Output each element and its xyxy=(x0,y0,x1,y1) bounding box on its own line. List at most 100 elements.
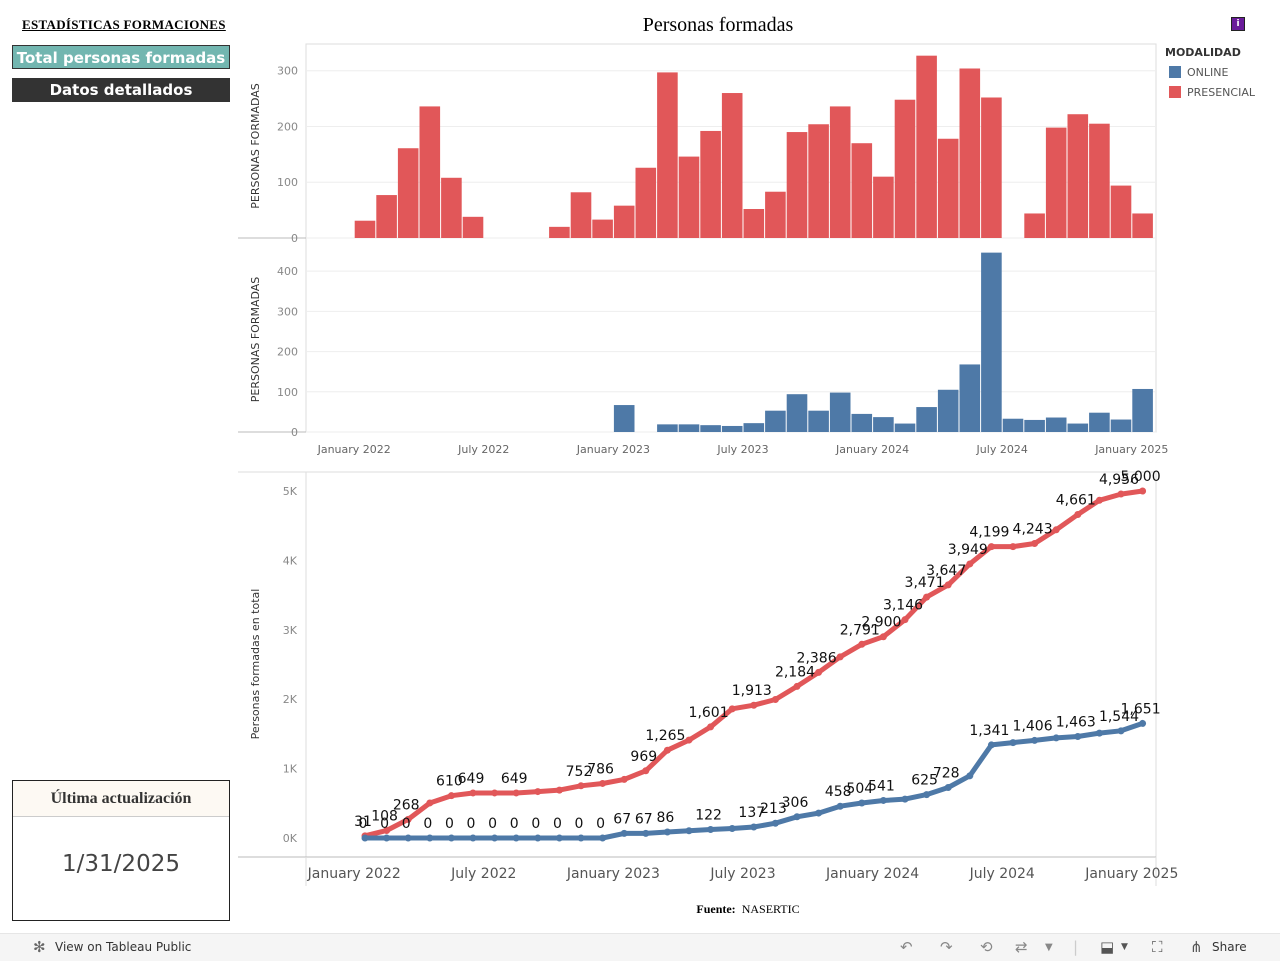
view-on-tableau-link[interactable]: View on Tableau Public xyxy=(55,940,192,954)
download-icon[interactable]: ⬓ xyxy=(1100,938,1115,956)
datos-detallados-button[interactable]: Datos detallados xyxy=(12,78,230,102)
online-data-label: 0 xyxy=(510,816,519,832)
line-ytick-label: 4K xyxy=(283,554,298,567)
presencial-bar xyxy=(873,176,894,238)
redo-icon[interactable]: ↷ xyxy=(940,938,953,956)
online-bar xyxy=(981,252,1002,432)
online-bar xyxy=(700,425,721,432)
presencial-bar xyxy=(1132,213,1153,238)
online-data-label: 137 xyxy=(738,805,765,821)
presencial-point xyxy=(577,782,585,790)
presencial-bar xyxy=(1067,114,1089,238)
online-data-label: 86 xyxy=(656,810,674,826)
presencial-point xyxy=(404,815,412,823)
online-data-label: 0 xyxy=(531,816,540,832)
presencial-bar xyxy=(635,167,657,238)
online-bar xyxy=(1110,419,1132,432)
online-point xyxy=(923,791,931,799)
total-personas-button[interactable]: Total personas formadas xyxy=(12,45,230,69)
online-bar xyxy=(1067,423,1089,432)
presencial-bar xyxy=(894,99,916,238)
presencial-bar xyxy=(592,219,613,238)
presencial-point xyxy=(426,799,434,807)
online-bar xyxy=(678,424,700,432)
refresh-dropdown-icon[interactable]: ▼ xyxy=(1045,942,1053,953)
bar-xtick-label: January 2022 xyxy=(317,443,391,456)
presencial-point xyxy=(836,653,844,661)
line-ytick-label: 0K xyxy=(283,832,298,845)
presencial-point xyxy=(987,543,995,551)
info-icon[interactable]: i xyxy=(1231,17,1245,31)
presencial-bar xyxy=(916,55,937,238)
online-point xyxy=(599,834,607,842)
presencial-data-label: 752 xyxy=(566,764,593,780)
presencial-point xyxy=(707,723,715,731)
presencial-ytick-label: 100 xyxy=(277,176,298,189)
online-point xyxy=(491,834,499,842)
presencial-bar xyxy=(419,106,441,238)
presencial-point xyxy=(555,786,563,794)
presencial-point xyxy=(793,682,801,690)
presencial-point xyxy=(879,633,887,641)
presencial-point xyxy=(642,767,650,775)
online-point xyxy=(966,772,974,780)
footer-divider: | xyxy=(1073,938,1079,956)
bar-xtick-label: July 2023 xyxy=(716,443,768,456)
online-bar xyxy=(959,364,981,432)
line-xtick-label: January 2024 xyxy=(825,866,919,882)
online-data-label: 1,463 xyxy=(1056,714,1096,730)
presencial-point xyxy=(901,616,909,624)
presencial-point xyxy=(599,779,607,787)
online-bar xyxy=(1024,419,1045,432)
online-point xyxy=(771,819,779,827)
presencial-bar xyxy=(397,148,419,238)
download-dropdown-icon[interactable]: ▼ xyxy=(1121,942,1128,952)
presencial-point xyxy=(469,789,477,797)
presencial-bar xyxy=(570,192,592,238)
chart-title: Personas formadas xyxy=(642,14,794,36)
presencial-bar xyxy=(937,138,959,238)
presencial-bar xyxy=(981,97,1002,238)
online-point xyxy=(879,796,887,804)
legend-item-presencial[interactable]: PRESENCIAL xyxy=(1169,86,1255,99)
presencial-data-label: 4,243 xyxy=(1013,522,1053,538)
presencial-bar xyxy=(1089,123,1110,238)
presencial-point xyxy=(1095,496,1103,504)
presencial-bar xyxy=(851,143,873,238)
online-ytick-label: 100 xyxy=(277,386,298,399)
online-point xyxy=(815,809,823,817)
online-data-label: 0 xyxy=(488,816,497,832)
presencial-point xyxy=(447,792,455,800)
online-bar xyxy=(894,423,916,432)
online-data-label: 1,406 xyxy=(1013,718,1053,734)
legend-item-online[interactable]: ONLINE xyxy=(1169,66,1228,79)
online-bar xyxy=(765,410,786,432)
presencial-bar xyxy=(700,130,721,238)
presencial-data-label: 108 xyxy=(371,809,398,825)
legend-label-online: ONLINE xyxy=(1187,66,1229,79)
fullscreen-icon[interactable]: ⛶ xyxy=(1152,938,1163,956)
online-data-label: 306 xyxy=(782,795,809,811)
online-point xyxy=(1052,734,1060,742)
online-bar xyxy=(937,389,959,432)
presencial-bar xyxy=(462,216,484,238)
online-point xyxy=(534,834,542,842)
online-point xyxy=(469,834,477,842)
presencial-axis-title: PERSONAS FORMADAS xyxy=(249,83,262,209)
presencial-bar xyxy=(1045,127,1067,238)
online-bar xyxy=(1045,417,1067,432)
share-button[interactable]: Share xyxy=(1212,940,1247,954)
line-xtick-label: July 2022 xyxy=(450,866,516,882)
presencial-data-label: 31 xyxy=(354,814,372,830)
presencial-bar xyxy=(1024,213,1045,238)
dashboard-title: ESTADÍSTICAS FORMACIONES xyxy=(22,17,226,32)
share-icon[interactable]: ⋔ xyxy=(1190,938,1203,956)
presencial-point xyxy=(750,701,758,709)
last-update-date: 1/31/2025 xyxy=(62,851,180,877)
refresh-icon[interactable]: ⇄ xyxy=(1015,938,1028,956)
revert-icon[interactable]: ⟲ xyxy=(980,938,993,956)
online-point xyxy=(555,834,563,842)
undo-icon[interactable]: ↶ xyxy=(900,938,913,956)
online-ytick-label: 400 xyxy=(277,265,298,278)
online-data-label: 1,341 xyxy=(969,723,1009,739)
